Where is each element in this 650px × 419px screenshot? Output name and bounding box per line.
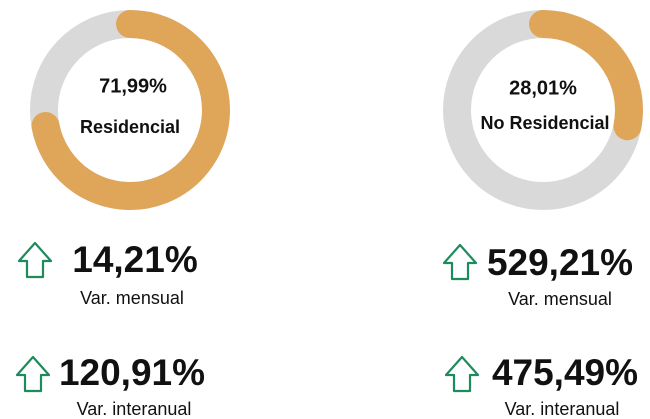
donut-value-label: 71,99% xyxy=(99,75,167,97)
kpi-caption: Var. mensual xyxy=(508,289,612,309)
kpi-value: 529,21% xyxy=(487,242,633,283)
donut-value-label: 28,01% xyxy=(509,77,577,99)
donut-category: Residencial xyxy=(80,117,180,137)
up-arrow xyxy=(15,355,51,393)
kpi-value: 14,21% xyxy=(72,239,198,280)
kpi-caption: Var. interanual xyxy=(77,399,192,419)
kpi-value: 475,49% xyxy=(492,352,638,393)
kpi-caption: Var. interanual xyxy=(505,399,620,419)
kpi-caption: Var. mensual xyxy=(80,288,184,308)
donut-arc xyxy=(443,10,643,210)
up-arrow xyxy=(442,243,478,281)
up-arrow xyxy=(444,355,480,393)
donut-category: No Residencial xyxy=(480,113,609,133)
donut-2 xyxy=(443,10,643,210)
kpi-value: 120,91% xyxy=(59,352,205,393)
donut-arc xyxy=(30,10,230,210)
donut-1 xyxy=(30,10,230,210)
up-arrow xyxy=(17,241,53,279)
